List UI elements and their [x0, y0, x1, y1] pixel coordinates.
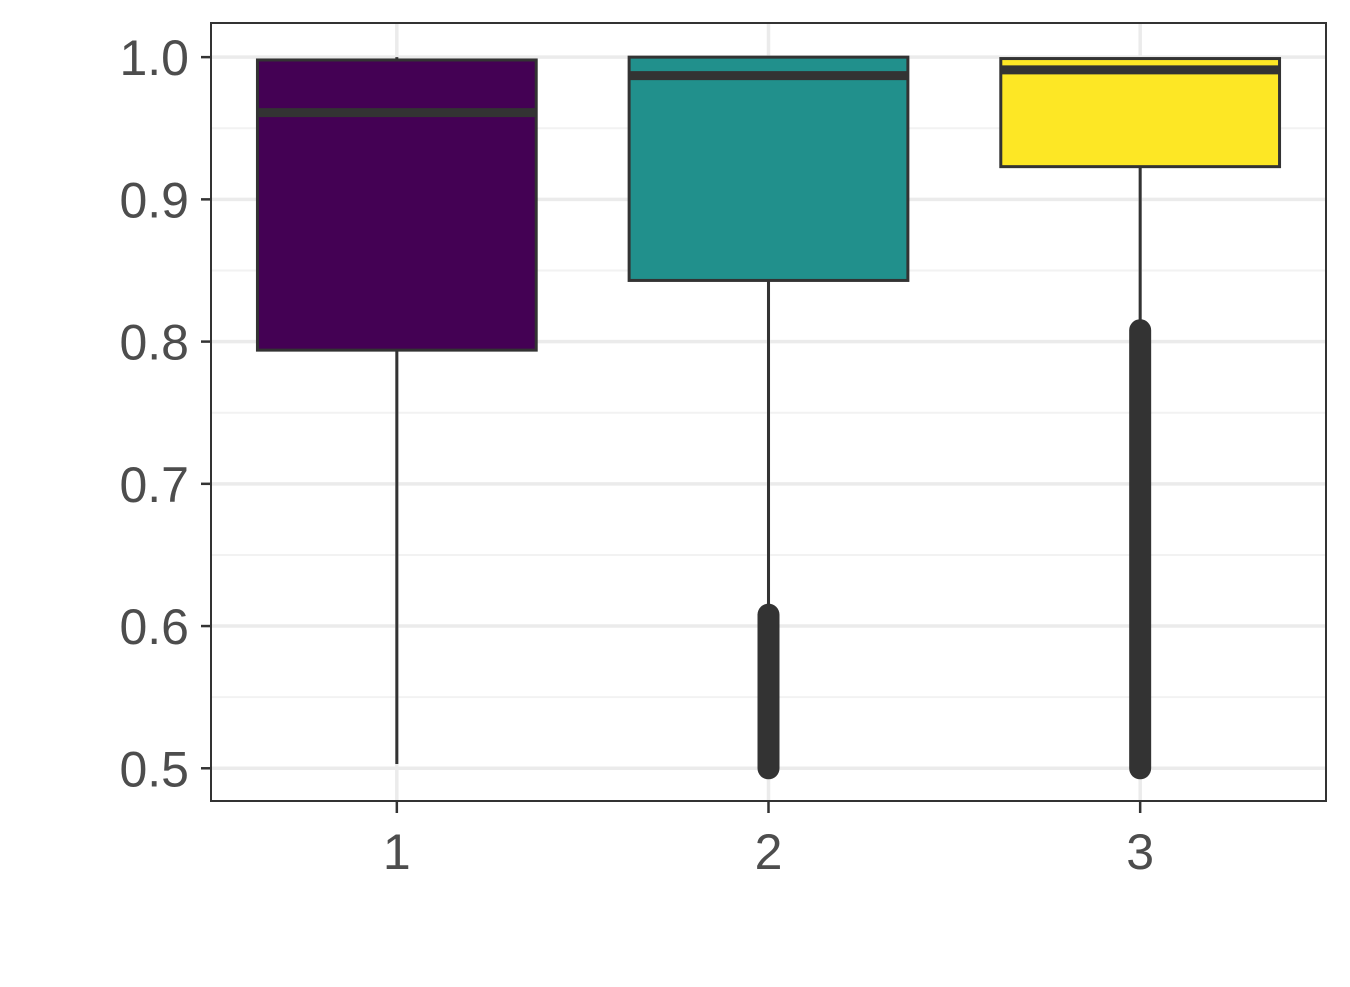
- y-tick-label: 1.0: [119, 30, 189, 86]
- box-category-1: [255, 57, 538, 765]
- box-series: [255, 55, 1282, 780]
- y-tick-label: 0.6: [119, 599, 189, 655]
- x-axis: 1 2 3: [383, 801, 1154, 880]
- y-tick-label: 0.8: [119, 315, 189, 371]
- y-tick-label: 0.5: [119, 741, 189, 797]
- x-tick-label: 3: [1126, 824, 1154, 880]
- y-axis: 0.5 0.6 0.7 0.8 0.9 1.0: [119, 30, 211, 797]
- box-category-2: [627, 55, 910, 780]
- x-tick-label: 1: [383, 824, 411, 880]
- y-tick-label: 0.7: [119, 457, 189, 513]
- box-category-3: [999, 57, 1282, 780]
- x-tick-label: 2: [755, 824, 783, 880]
- y-tick-label: 0.9: [119, 172, 189, 228]
- box-iqr: [627, 55, 910, 282]
- box-iqr: [999, 57, 1282, 169]
- box-iqr: [255, 58, 538, 352]
